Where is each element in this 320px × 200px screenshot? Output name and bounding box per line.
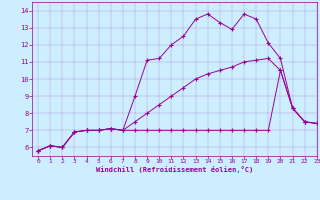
X-axis label: Windchill (Refroidissement éolien,°C): Windchill (Refroidissement éolien,°C): [96, 166, 253, 173]
